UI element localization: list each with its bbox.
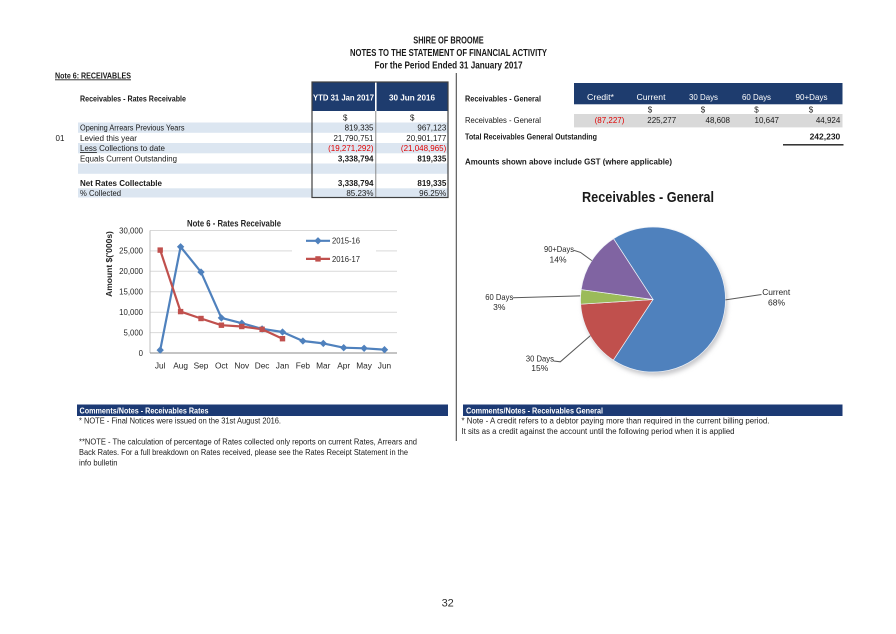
svg-text:10,647: 10,647 xyxy=(755,116,780,125)
svg-text:68%: 68% xyxy=(768,297,785,307)
svg-text:For the Period Ended 31 Januar: For the Period Ended 31 January 2017 xyxy=(375,60,523,71)
svg-text:819,335: 819,335 xyxy=(417,154,446,163)
svg-text:Credit*: Credit* xyxy=(587,93,614,102)
svg-text:60 Days: 60 Days xyxy=(742,93,771,102)
svg-text:(19,271,292): (19,271,292) xyxy=(328,144,374,153)
svg-text:15,000: 15,000 xyxy=(119,288,144,297)
svg-text:0: 0 xyxy=(139,349,144,358)
svg-text:* Note - A credit refers to a: * Note - A credit refers to a debtor pay… xyxy=(462,417,770,426)
svg-text:YTD 31 Jan 2017: YTD 31 Jan 2017 xyxy=(313,93,375,102)
svg-text:$: $ xyxy=(343,114,348,123)
svg-text:Total Receivables General Outs: Total Receivables General Outstanding xyxy=(465,132,597,142)
svg-text:30,000: 30,000 xyxy=(119,226,144,235)
svg-text:Jun: Jun xyxy=(378,360,392,370)
svg-text:20,000: 20,000 xyxy=(119,267,144,276)
svg-text:Receivables - General: Receivables - General xyxy=(582,189,714,206)
svg-text:Apr: Apr xyxy=(337,360,350,370)
svg-text:30 Days: 30 Days xyxy=(526,354,554,364)
svg-text:Feb: Feb xyxy=(296,360,311,370)
svg-text:Current: Current xyxy=(762,287,791,297)
svg-text:Jan: Jan xyxy=(276,360,290,370)
svg-text:967,123: 967,123 xyxy=(417,124,446,133)
svg-text:% Collected: % Collected xyxy=(80,189,121,198)
svg-text:$: $ xyxy=(809,105,814,114)
svg-text:819,335: 819,335 xyxy=(417,179,446,188)
svg-text:SHIRE OF BROOME: SHIRE OF BROOME xyxy=(413,35,484,46)
svg-text:90+Days: 90+Days xyxy=(796,93,828,102)
svg-text:Equals Current Outstanding: Equals Current Outstanding xyxy=(80,154,177,163)
svg-text:20,901,177: 20,901,177 xyxy=(406,134,447,143)
svg-text:44,924: 44,924 xyxy=(816,116,841,125)
svg-text:225,277: 225,277 xyxy=(647,116,676,125)
svg-text:242,230: 242,230 xyxy=(810,132,841,142)
svg-text:14%: 14% xyxy=(549,254,566,264)
svg-text:15%: 15% xyxy=(531,363,548,373)
svg-text:Mar: Mar xyxy=(316,360,331,370)
svg-text:Comments/Notes - Receivables R: Comments/Notes - Receivables Rates xyxy=(80,405,209,415)
svg-text:Receivables - Rates Receivable: Receivables - Rates Receivable xyxy=(80,94,186,104)
svg-text:25,000: 25,000 xyxy=(119,247,144,256)
svg-text:Back Rates. For a full breakdo: Back Rates. For a full breakdown on Rate… xyxy=(79,448,409,457)
svg-text:**NOTE - The calculation of pe: **NOTE - The calculation of percentage o… xyxy=(79,438,417,447)
svg-text:5,000: 5,000 xyxy=(123,328,143,337)
svg-text:Less Collections to date: Less Collections to date xyxy=(80,144,165,153)
svg-text:Current: Current xyxy=(637,93,667,102)
svg-text:60 Days: 60 Days xyxy=(485,292,513,302)
svg-text:May: May xyxy=(356,360,373,370)
svg-text:85.23%: 85.23% xyxy=(346,189,373,198)
svg-text:$: $ xyxy=(754,105,759,114)
svg-text:Comments/Notes - Receivables G: Comments/Notes - Receivables General xyxy=(466,405,603,415)
svg-text:Receivables - General: Receivables - General xyxy=(465,94,541,104)
svg-text:2015-16: 2015-16 xyxy=(332,236,360,246)
svg-text:30 Days: 30 Days xyxy=(689,93,718,102)
svg-text:$: $ xyxy=(648,105,653,114)
svg-text:96.25%: 96.25% xyxy=(419,189,446,198)
svg-text:Aug: Aug xyxy=(173,360,188,370)
svg-text:01: 01 xyxy=(56,134,65,143)
svg-text:Opening Arrears Previous Years: Opening Arrears Previous Years xyxy=(80,124,185,133)
svg-text:It sits as a credit against th: It sits as a credit against the account … xyxy=(462,427,735,436)
svg-text:Amounts shown above include GS: Amounts shown above include GST (where a… xyxy=(465,156,672,166)
svg-text:819,335: 819,335 xyxy=(345,124,374,133)
svg-text:2016-17: 2016-17 xyxy=(332,254,360,264)
svg-text:Note 6: RECEIVABLES: Note 6: RECEIVABLES xyxy=(55,70,131,80)
svg-text:Jul: Jul xyxy=(155,360,166,370)
svg-text:Dec: Dec xyxy=(255,360,270,370)
svg-text:48,608: 48,608 xyxy=(706,116,731,125)
svg-text:10,000: 10,000 xyxy=(119,308,144,317)
svg-text:Net Rates Collectable: Net Rates Collectable xyxy=(80,179,163,188)
svg-text:info bulletin: info bulletin xyxy=(79,458,118,467)
svg-text:Note 6 - Rates Receivable: Note 6 - Rates Receivable xyxy=(187,218,281,228)
svg-text:Receivables - General: Receivables - General xyxy=(465,116,541,125)
svg-text:90+Days: 90+Days xyxy=(544,244,574,254)
svg-text:Sep: Sep xyxy=(194,360,209,370)
svg-text:3,338,794: 3,338,794 xyxy=(338,154,374,163)
svg-text:32: 32 xyxy=(442,598,454,610)
svg-text:30 Jun 2016: 30 Jun 2016 xyxy=(389,93,436,102)
svg-text:Amount $('000s): Amount $('000s) xyxy=(104,231,114,297)
svg-text:Levied this year: Levied this year xyxy=(80,134,137,143)
svg-text:3,338,794: 3,338,794 xyxy=(338,179,374,188)
svg-text:(87,227): (87,227) xyxy=(595,116,625,125)
svg-text:3%: 3% xyxy=(493,302,506,312)
svg-text:Oct: Oct xyxy=(215,360,229,370)
svg-text:(21,048,965): (21,048,965) xyxy=(401,144,447,153)
svg-text:Nov: Nov xyxy=(234,360,250,370)
svg-text:$: $ xyxy=(410,114,415,123)
svg-text:* NOTE - Final Notices were is: * NOTE - Final Notices were issued on th… xyxy=(79,416,281,425)
svg-text:21,790,751: 21,790,751 xyxy=(333,134,374,143)
svg-text:NOTES TO THE STATEMENT OF FINA: NOTES TO THE STATEMENT OF FINANCIAL ACTI… xyxy=(350,48,547,59)
svg-text:$: $ xyxy=(701,105,706,114)
